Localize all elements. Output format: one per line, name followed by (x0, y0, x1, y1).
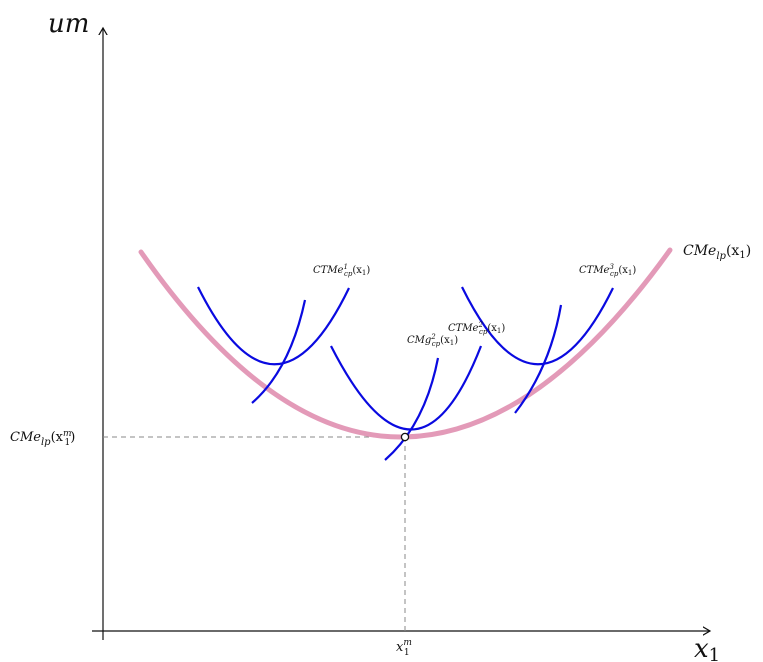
ctme3-label: CTMe3 cp(x1) (579, 263, 636, 278)
long-run-curve-label: CMelp(x1) (683, 243, 751, 262)
ctme3-curve (461, 286, 614, 366)
ctme1-label: CTMe1 cp(x1) (313, 263, 370, 278)
marginal-cost-3-curve (514, 304, 563, 414)
min-quantity-x-label: xm 1 (396, 638, 412, 658)
ctme1-curve (197, 286, 350, 366)
minimum-point-marker (400, 432, 410, 442)
x-axis-title: x1 (694, 634, 720, 662)
min-cost-y-label: CMelp(xm 1) (10, 429, 75, 448)
cmg2-curve (384, 357, 440, 461)
ctme2-label: CTMe2 cp(x1) (448, 321, 505, 336)
long-run-average-cost-curve (138, 247, 673, 440)
y-axis-title: um (48, 9, 89, 39)
marginal-cost-1-curve (251, 299, 307, 404)
ctme2-curve (330, 345, 483, 431)
cmg2-label: CMg2 cp(x1) (407, 333, 458, 348)
